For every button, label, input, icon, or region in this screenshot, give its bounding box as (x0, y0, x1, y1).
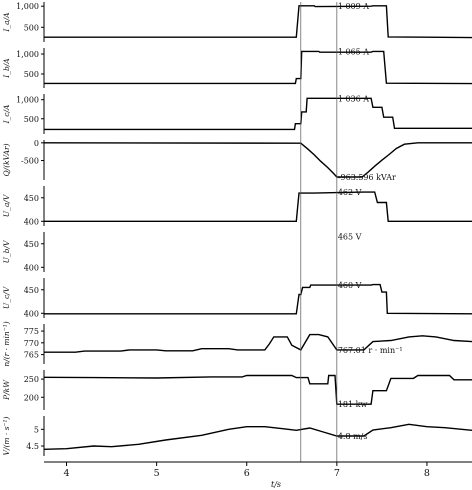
panel-8: 765 770 775 n/(r · min⁻¹) 767.01 r · min⁻¹ (2, 321, 472, 367)
event-marker-lines (300, 2, 338, 462)
y-tick-label: 5 (34, 425, 39, 434)
y-tick-label: 1,000 (16, 50, 39, 59)
y-axis-label: U_b/V (2, 239, 11, 263)
annotation-label: 462 V (338, 188, 362, 197)
y-tick-label: 500 (24, 23, 39, 32)
panel-3: 500 1,000 I_c/A 1 036 A (2, 94, 472, 134)
series-line-1 (44, 283, 472, 315)
annotation-label: 767.01 r · min⁻¹ (338, 346, 403, 355)
y-tick-label: 200 (24, 393, 39, 402)
x-axis: t/s 4 5 6 7 8 (44, 461, 472, 489)
y-tick-label: 770 (24, 339, 39, 348)
annotation-label: 181 kw (338, 400, 368, 409)
panel-4: 0 -500 Q/(kVAr) -963.596 kVAr (2, 139, 472, 182)
y-tick-label: 450 (24, 194, 39, 203)
y-tick-label: 450 (24, 286, 39, 295)
panel-10: 4.5 5 V/(m · s⁻¹) 4.8 m/s (2, 416, 472, 456)
panel-1: 500 1,000 I_a/A 1 009 A (2, 2, 472, 42)
series-line-1 (44, 5, 472, 39)
y-axis-label: I_b/A (2, 58, 11, 79)
y-axis-label: U_a/V (2, 193, 11, 217)
x-tick-label: 8 (424, 468, 430, 479)
x-tick-label: 6 (244, 468, 250, 479)
panel-9: 200 250 P/kW 181 kw (2, 370, 472, 410)
x-axis-label: t/s (271, 480, 281, 489)
annotation-label: 1 036 A (338, 94, 369, 103)
y-tick-label: 500 (24, 70, 39, 79)
panel-5: 400 450 U_a/V 462 V (2, 186, 472, 226)
y-axis-label: I_a/A (2, 12, 11, 33)
annotation-label: 1 009 A (338, 2, 369, 11)
series-line-1 (44, 97, 472, 131)
series-line-1 (43, 142, 472, 178)
x-tick-label: 7 (334, 468, 340, 479)
x-tick-label: 4 (64, 468, 70, 479)
series-line-1 (44, 50, 472, 85)
y-axis-label: P/kW (2, 379, 11, 401)
y-axis-label: U_c/V (2, 285, 11, 309)
panel-6: 400 450 U_b/V 465 V (2, 232, 362, 272)
x-tick-label: 5 (154, 468, 160, 479)
series-line-1 (43, 374, 472, 405)
y-axis-label: I_c/A (2, 104, 11, 124)
series-line-1 (43, 423, 472, 450)
series-line-1 (44, 191, 472, 222)
annotation-label: 465 V (338, 233, 362, 242)
annotation-label: 4.8 m/s (338, 432, 368, 441)
y-tick-label: 775 (24, 327, 39, 336)
panel-7: 400 450 U_c/V 460 V (2, 278, 472, 318)
y-tick-label: 0 (34, 139, 39, 148)
y-tick-label: 1,000 (16, 2, 39, 11)
panel-2: 500 1,000 I_b/A 1 065 A (2, 47, 472, 88)
chart-panels: 500 1,000 I_a/A 1 009 A 500 1,000 I_b/A 1 065 A… (2, 2, 472, 456)
y-tick-label: 400 (24, 217, 39, 226)
y-axis-label: V/(m · s⁻¹) (2, 416, 11, 455)
y-axis-label: Q/(kVAr) (2, 143, 11, 176)
y-tick-label: 250 (24, 375, 39, 384)
annotation-label: 460 V (338, 281, 362, 290)
y-tick-label: 400 (24, 263, 39, 272)
series-line-1 (44, 333, 472, 353)
y-tick-label: 765 (24, 351, 39, 360)
y-tick-label: 450 (24, 240, 39, 249)
y-tick-label: 4.5 (26, 442, 39, 451)
y-tick-label: 1,000 (16, 96, 39, 105)
y-tick-label: -500 (21, 157, 39, 166)
annotation-label: 1 065 A (338, 47, 369, 56)
y-axis-label: n/(r · min⁻¹) (2, 321, 11, 366)
annotation-label: -963.596 kVAr (338, 173, 396, 182)
y-tick-label: 500 (24, 115, 39, 124)
y-tick-label: 400 (24, 309, 39, 318)
